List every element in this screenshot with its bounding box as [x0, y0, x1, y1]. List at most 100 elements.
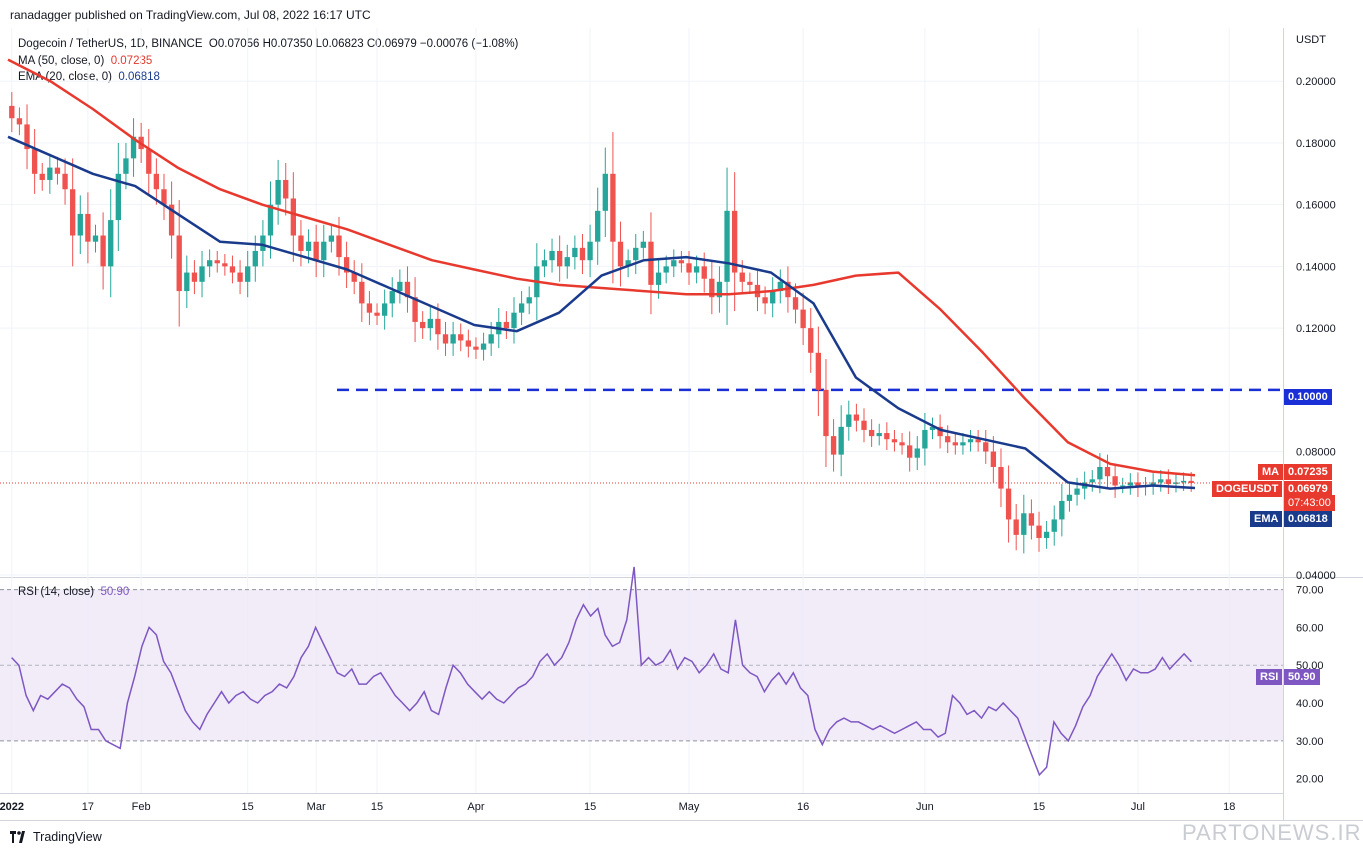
ema-20-line	[7, 135, 1196, 490]
candle	[1173, 473, 1179, 493]
candle	[62, 158, 68, 205]
candle-body	[762, 297, 768, 304]
candle	[24, 104, 30, 170]
candle-body	[564, 257, 570, 267]
ema-legend-line[interactable]: EMA (20, close, 0) 0.06818	[18, 69, 518, 86]
candle-body	[442, 334, 449, 344]
candle	[130, 118, 137, 177]
candle-body	[853, 414, 860, 421]
ma-50-line	[7, 58, 1196, 477]
candle	[420, 311, 426, 339]
rsi-tick-label: 40.00	[1296, 698, 1324, 710]
candle	[960, 433, 966, 455]
candle	[237, 260, 243, 295]
candle-body	[655, 272, 662, 285]
candle	[503, 311, 510, 339]
candle-body	[458, 334, 464, 341]
candle-body	[503, 321, 510, 329]
candle-body	[777, 281, 783, 292]
candle	[328, 224, 335, 253]
time-tick-label: 15	[584, 801, 596, 813]
symbol-tag-name: DOGEUSDT	[1212, 481, 1283, 497]
candle	[595, 187, 601, 265]
candle	[176, 200, 182, 327]
rsi-tick-label: 30.00	[1296, 736, 1324, 748]
candle	[206, 249, 213, 278]
candle-body	[610, 173, 616, 242]
candles	[0, 92, 1283, 554]
candle-body	[792, 297, 799, 310]
candle	[1150, 473, 1156, 495]
rsi-legend[interactable]: RSI (14, close) 50.90	[18, 586, 129, 598]
candle-body	[450, 334, 456, 344]
candle-body	[214, 260, 220, 264]
candle-body	[907, 445, 913, 458]
candle-body	[465, 340, 472, 347]
candle	[587, 224, 593, 278]
candle-body	[480, 343, 487, 350]
candle	[123, 142, 129, 190]
candle-body	[815, 352, 822, 390]
candle	[92, 224, 99, 253]
candle-body	[1120, 485, 1126, 487]
candle-body	[587, 241, 593, 261]
candle-body	[724, 210, 730, 282]
candle	[541, 249, 548, 278]
price-axis: 0.20000 0.18000 0.16000 0.14000 0.12000 0.080…	[1296, 76, 1336, 785]
candle-body	[526, 297, 532, 304]
candle-body	[146, 149, 152, 174]
symbol-title[interactable]: Dogecoin / TetherUS, 1D, BINANCE	[18, 38, 203, 50]
candle-body	[108, 220, 114, 267]
candle	[9, 92, 15, 133]
candle-body	[100, 235, 106, 267]
tradingview-brand[interactable]: TradingView	[10, 830, 102, 844]
candle-body	[245, 266, 251, 282]
candle	[853, 403, 860, 432]
candle-body	[838, 426, 844, 455]
candle	[404, 266, 411, 313]
candle	[214, 250, 220, 273]
candle-body	[518, 303, 525, 313]
candle-body	[1036, 525, 1042, 538]
candle	[693, 255, 700, 284]
ma-tag-name: MA	[1258, 464, 1284, 480]
candle	[633, 233, 639, 275]
candle-body	[321, 241, 327, 261]
candle-body	[686, 263, 692, 273]
candle	[153, 158, 160, 205]
candle-body	[929, 426, 936, 430]
candle	[1112, 463, 1118, 498]
candle	[290, 172, 296, 262]
candle-body	[511, 312, 517, 329]
candle	[526, 286, 532, 315]
candle	[473, 337, 479, 359]
candle-body	[891, 439, 898, 443]
candle	[184, 255, 190, 309]
candle-body	[47, 167, 53, 180]
currency-label: USDT	[1296, 34, 1326, 46]
time-tick-label: Apr	[467, 801, 484, 813]
candle-body	[168, 204, 175, 236]
candle	[747, 272, 753, 295]
candle-body	[800, 309, 806, 329]
candle-body	[1043, 531, 1050, 538]
candle-body	[868, 429, 875, 437]
candle	[351, 260, 357, 295]
candle	[321, 224, 327, 278]
candle-body	[31, 149, 38, 174]
candle	[1074, 477, 1080, 506]
candle	[838, 405, 844, 477]
candle-body	[922, 429, 928, 449]
candle	[298, 220, 304, 267]
candle-body	[960, 442, 966, 446]
ma-legend-line[interactable]: MA (50, close, 0) 0.07235	[18, 53, 518, 70]
candle	[572, 235, 578, 270]
candle	[1089, 470, 1095, 492]
candle	[983, 429, 989, 464]
candle-body	[153, 173, 160, 190]
rsi-pane	[0, 566, 1283, 777]
candle	[39, 162, 45, 191]
candle	[77, 195, 83, 255]
candle-body	[1173, 482, 1179, 484]
